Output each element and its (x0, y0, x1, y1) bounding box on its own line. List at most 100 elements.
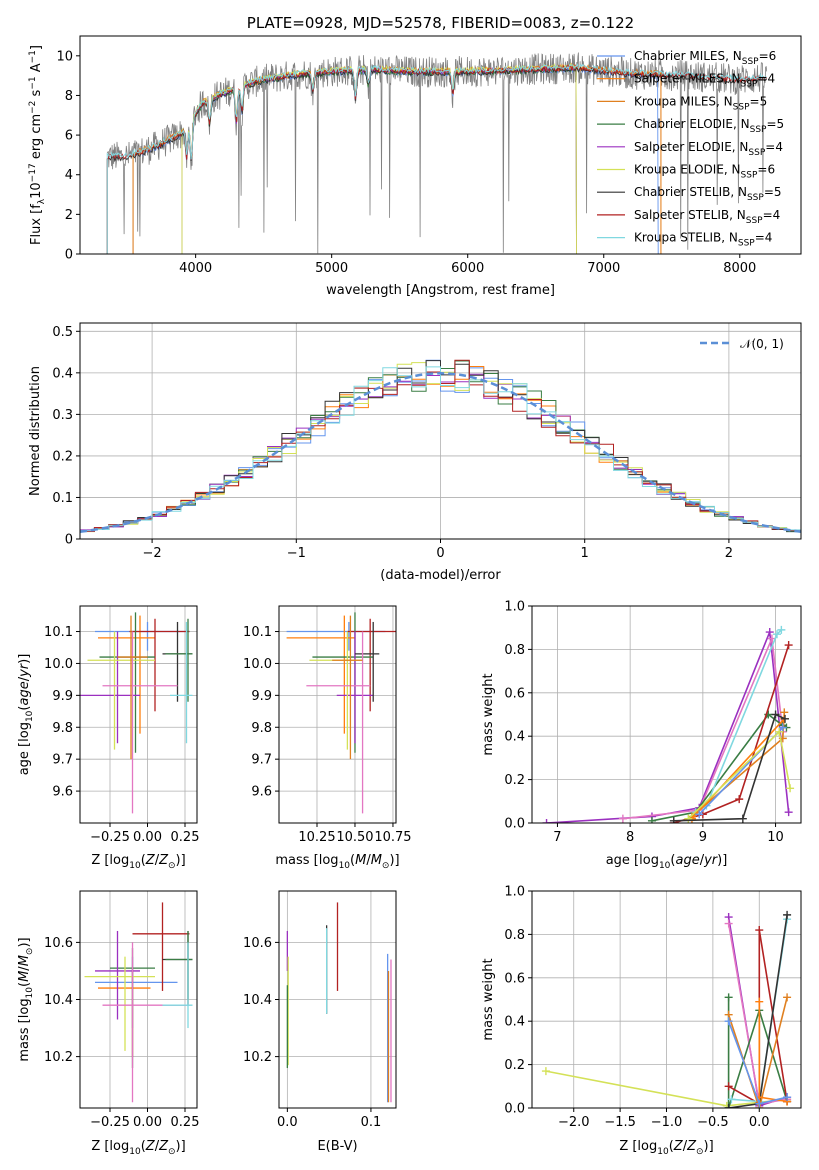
weight-marker (777, 625, 786, 634)
legend-label: Chabrier STELIB, NSSP=5 (634, 185, 782, 203)
weight-marker (775, 727, 784, 736)
weight-marker (783, 910, 792, 919)
observed-spectrum (106, 52, 768, 254)
x-tick-label: 0.0 (277, 1115, 298, 1130)
legend-label: Kroupa MILES, NSSP=5 (634, 94, 767, 112)
y-tick-label: 0.2 (504, 773, 525, 788)
weight-marker (647, 816, 656, 823)
legend-label: Kroupa ELODIE, NSSP=6 (634, 163, 775, 181)
mass-z-ylabel: mass [log10(M/M⊙)] (17, 937, 35, 1061)
plot-area (80, 359, 801, 533)
y-tick-label: 4 (65, 168, 73, 183)
weight-marker (724, 993, 733, 1002)
extinction-xlabel: E(B-V) (317, 1139, 357, 1154)
weight-marker (784, 808, 793, 817)
plot-area (80, 612, 193, 814)
weight-marker (735, 795, 744, 804)
weight-marker (778, 723, 787, 732)
weight-line (651, 713, 787, 822)
weight-marker (783, 1093, 792, 1102)
weight-marker (618, 814, 627, 823)
x-tick-label: 8000 (723, 261, 756, 276)
weight-line (727, 997, 788, 1108)
histogram-series (80, 366, 801, 532)
model-fit-line (106, 63, 767, 254)
weight-marker (771, 710, 780, 719)
residual-histogram-chart: −2 −1 0 1 2 0 0.1 0.2 0.3 0.4 0.5 (data-model)/erro… (28, 322, 802, 583)
x-tick-label: 0.00 (133, 1115, 162, 1130)
y-tick-label: 0 (65, 248, 73, 263)
x-tick-label: −1.5 (604, 1115, 636, 1130)
weight-marker (724, 1017, 733, 1026)
y-tick-label: 0.2 (504, 1058, 525, 1073)
x-tick-label: −1.0 (651, 1115, 683, 1130)
spectrum-title: PLATE=0928, MJD=52578, FIBERID=0083, z=0… (247, 14, 634, 32)
weight-line (691, 718, 785, 820)
y-tick-label: 2 (65, 208, 73, 223)
plot-area (84, 902, 193, 1103)
x-tick-label: 7000 (587, 261, 620, 276)
spectrum-ylabel: Flux [fλ10−17 erg cm−2 s−1 A−1] (28, 45, 47, 245)
y-tick-label: 10.0 (243, 657, 272, 672)
y-tick-label: 9.8 (251, 721, 272, 736)
y-tick-label: 0.0 (504, 1102, 525, 1117)
y-tick-label: 10.6 (44, 936, 73, 951)
y-tick-label: 9.7 (52, 753, 73, 768)
plot-area (286, 612, 396, 814)
x-tick-label: −0.25 (90, 1115, 130, 1130)
weight-marker (755, 1099, 764, 1108)
residual-ylabel: Normed distribution (28, 366, 43, 496)
weight-marker (669, 816, 678, 823)
y-tick-label: 0.1 (52, 491, 73, 506)
weight-age-xlabel: age [log10(age/yr)] (606, 853, 728, 871)
x-tick-label: −2 (143, 546, 162, 561)
weight-z-xlabel: Z [log10(Z/Z⊙)] (619, 1139, 713, 1157)
x-tick-label: 10.75 (374, 830, 411, 845)
y-tick-label: 0.6 (504, 686, 525, 701)
y-tick-label: 0.8 (504, 643, 525, 658)
y-tick-label: 1.0 (504, 885, 525, 900)
x-tick-label: 0.0 (749, 1115, 770, 1130)
x-tick-label: 0.25 (171, 1115, 200, 1130)
x-tick-label: 10.25 (298, 830, 335, 845)
mass-vs-metallicity-chart: −0.25 0.00 0.25 10.2 10.4 10.6 Z [log10(Z/Z⊙)]… (17, 890, 200, 1157)
x-tick-label: 4000 (179, 261, 212, 276)
weight-marker (755, 997, 764, 1006)
x-tick-label: 0.1 (361, 1115, 382, 1130)
weight-marker (738, 814, 747, 823)
y-tick-label: 9.6 (52, 785, 73, 800)
y-tick-label: 10.1 (243, 625, 272, 640)
age-z-ylabel: age [log10(age/yr)] (17, 654, 35, 776)
x-tick-label: 6000 (451, 261, 484, 276)
x-tick-label: −2.0 (558, 1115, 590, 1130)
x-tick-label: 2 (725, 546, 733, 561)
y-tick-label: 10.1 (44, 625, 73, 640)
y-tick-label: 0.0 (504, 817, 525, 832)
weight-marker (727, 1095, 736, 1104)
y-tick-label: 0.4 (504, 1015, 525, 1030)
y-tick-label: 0.2 (52, 449, 73, 464)
y-tick-label: 10.2 (44, 1050, 73, 1065)
model-fit-line (132, 64, 662, 254)
weight-marker (541, 1067, 550, 1076)
x-tick-label: 0 (436, 546, 444, 561)
plot-area (106, 52, 768, 254)
weight-marker (724, 919, 733, 928)
legend-label: 𝒩(0, 1) (740, 337, 784, 351)
x-tick-label: 0.25 (171, 830, 200, 845)
x-tick-label: −1 (287, 546, 306, 561)
mass-vs-extinction-chart: 0.0 0.1 10.2 10.4 10.6 E(B-V) (243, 890, 397, 1154)
x-tick-label: 8 (626, 830, 634, 845)
axes-frame (79, 35, 802, 255)
axes-frame (278, 605, 397, 824)
x-tick-label: 0.00 (133, 830, 162, 845)
y-tick-label: 10.4 (44, 993, 73, 1008)
weight-marker (755, 926, 764, 935)
age-vs-mass-chart: 10.25 10.50 10.75 9.6 9.7 9.8 9.9 10.0 10.1 mass … (243, 605, 412, 871)
weight-age-ylabel: mass weight (481, 673, 496, 755)
y-tick-label: 9.7 (251, 753, 272, 768)
y-tick-label: 10.0 (44, 657, 73, 672)
y-tick-label: 0.3 (52, 408, 73, 423)
model-fit-line (132, 62, 662, 254)
